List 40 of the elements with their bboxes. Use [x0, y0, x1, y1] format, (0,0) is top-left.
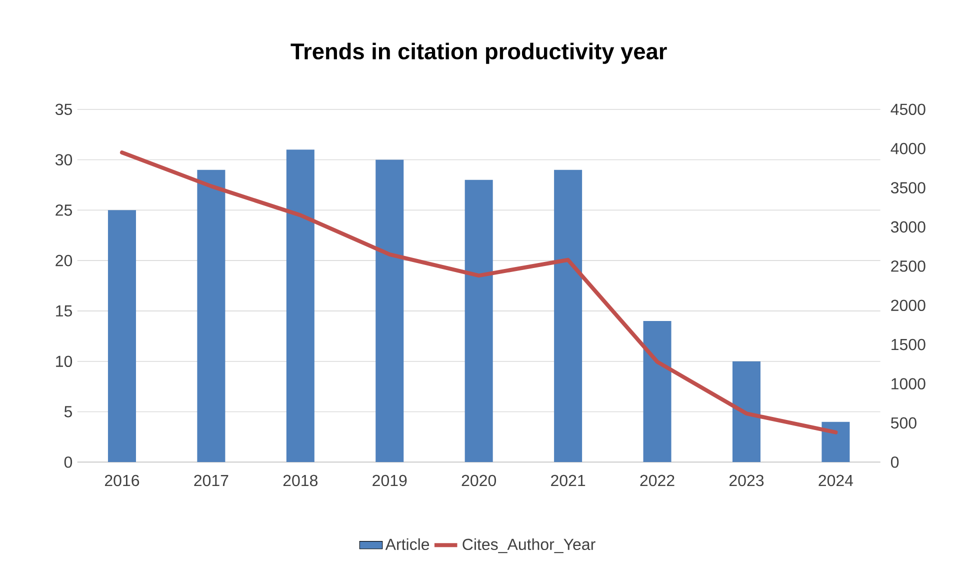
x-tick-label: 2019 [372, 474, 407, 486]
bar [286, 150, 314, 462]
bar [376, 160, 404, 462]
x-tick-label: 2024 [818, 474, 854, 486]
bar [464, 180, 493, 462]
y2-tick-label: 1500 [892, 338, 926, 350]
x-tick-label: 2017 [194, 474, 228, 486]
x-tick-label: 2020 [462, 474, 496, 486]
y2-tick-label: 2500 [891, 260, 926, 272]
y2-tick-label: 2000 [891, 300, 926, 311]
chart-title: Trends in citation productivity year [290, 42, 667, 64]
x-tick-label: 2022 [640, 474, 674, 486]
y2-tick-label: 3500 [890, 182, 926, 194]
x-tick-label: 2018 [283, 474, 318, 486]
y2-tick-label: 4500 [890, 104, 926, 115]
line-series [120, 150, 838, 434]
y-tick-label: 30 [55, 154, 72, 166]
x-tick-label: 2016 [104, 474, 140, 486]
y-tick-label: 20 [56, 254, 72, 266]
y2-tick-label: 4000 [890, 142, 926, 154]
bar [554, 170, 582, 462]
x-tick-label: 2023 [729, 474, 764, 486]
y-tick-label: 35 [55, 104, 72, 115]
x-tick-label: 2021 [551, 474, 586, 486]
y-tick-label: 5 [64, 406, 72, 418]
y-tick-label: 25 [56, 204, 72, 216]
y2-tick-label: 0 [890, 456, 899, 468]
y2-tick-label: 1000 [892, 378, 926, 390]
bar [732, 361, 760, 462]
bar [108, 210, 136, 462]
y-tick-label: 0 [64, 456, 72, 468]
legend-label: Cites_Author_Year [462, 538, 596, 553]
y-tick-label: 15 [56, 305, 72, 316]
bar [643, 320, 672, 462]
bar [197, 170, 226, 462]
bar [822, 422, 850, 462]
y-tick-label: 10 [56, 356, 72, 367]
y2-tick-label: 3000 [890, 221, 926, 233]
y2-tick-label: 500 [891, 417, 916, 429]
legend-label: Article [385, 538, 430, 550]
